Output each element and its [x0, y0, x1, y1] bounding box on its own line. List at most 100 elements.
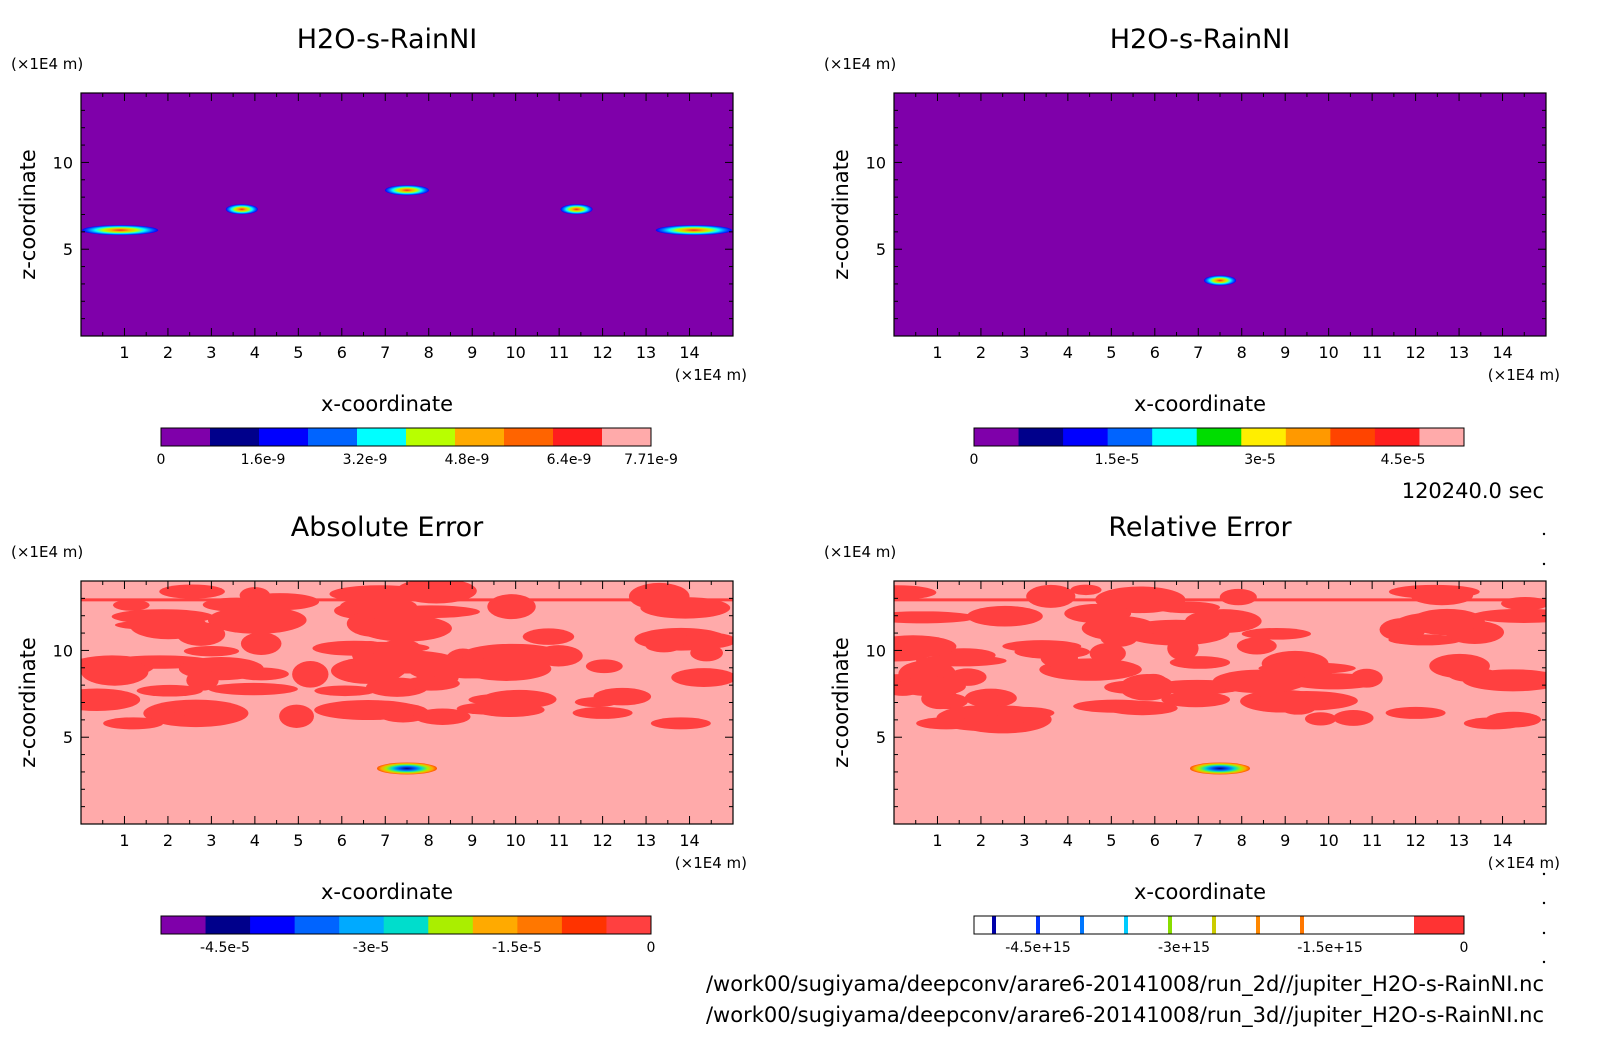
panel-4: Relative Error(×1E4 m)1 2 3 4 5 6 7 8 9 10 11 12 13 1… — [824, 512, 1560, 956]
x-tick-label: 8 — [1237, 343, 1247, 362]
colorbar-frame — [160, 915, 652, 935]
x-tick-label: 4 — [250, 831, 260, 850]
colorbar-segment — [428, 916, 474, 934]
error-patch — [1081, 615, 1157, 641]
x-tick-label: 12 — [1405, 343, 1425, 362]
error-band — [81, 598, 733, 602]
error-patch — [1212, 669, 1308, 694]
error-patch — [1161, 691, 1231, 708]
colorbar-segment — [1212, 916, 1216, 934]
error-patch — [240, 632, 282, 656]
panel-3: Absolute Error(×1E4 m)1 2 3 4 5 6 7 8 9 10 11 12 13 1… — [11, 512, 747, 956]
x-tick-label: 11 — [549, 831, 569, 850]
x-tick-label: 5 — [1106, 343, 1116, 362]
colorbar-label: 0 — [157, 452, 166, 468]
colorbar-segment — [1374, 428, 1420, 446]
x-tick-label: 4 — [1063, 343, 1073, 362]
error-patch — [1471, 608, 1546, 623]
colorbar-label: 0 — [647, 940, 656, 956]
error-patch — [1169, 656, 1231, 669]
colorbar-label: 1.6e-9 — [241, 452, 286, 468]
colorbar: 0 1.5e-5 3e-5 4.5e-5 — [970, 427, 1465, 468]
error-patch — [1462, 669, 1546, 692]
colorbar-segment — [1080, 916, 1084, 934]
colorbar-segment — [1168, 916, 1172, 934]
error-patch — [402, 676, 460, 691]
error-patch — [183, 645, 240, 657]
colorbar-segment — [1300, 916, 1304, 934]
error-patch — [1167, 636, 1199, 661]
error-patch — [894, 585, 937, 600]
x-tick-label: 7 — [380, 831, 390, 850]
x-tick-label: 1 — [119, 343, 129, 362]
colorbar-segment — [992, 916, 996, 934]
error-patch — [679, 632, 733, 649]
x-unit-label: (×1E4 m) — [675, 366, 747, 384]
data-feature — [225, 204, 258, 215]
y-tick-label: 10 — [866, 641, 886, 660]
error-patch — [1040, 648, 1079, 668]
error-patch — [1286, 673, 1381, 690]
field-layer — [894, 584, 1546, 775]
colorbar-segment — [974, 916, 1464, 934]
error-patch — [671, 668, 733, 688]
error-patch — [81, 657, 149, 686]
error-patch — [468, 693, 553, 707]
colorbar-segment — [161, 428, 211, 446]
colorbar-label: 0 — [970, 452, 979, 468]
x-tick-label: 8 — [424, 831, 434, 850]
error-patch — [395, 581, 477, 604]
panel-2: H2O-s-RainNI(×1E4 m)1 2 3 4 5 6 7 8 9 10 11 12 13 145… — [824, 24, 1560, 468]
x-tick-label: 10 — [505, 343, 525, 362]
time-label: 120240.0 sec — [1402, 479, 1544, 503]
error-patch — [572, 706, 633, 719]
colorbar-segment — [357, 428, 407, 446]
x-tick-label: 11 — [1362, 831, 1382, 850]
data-feature — [82, 225, 159, 236]
error-patch — [1333, 710, 1374, 726]
colorbar-segment — [383, 916, 429, 934]
colorbar-segment — [250, 916, 296, 934]
error-patch — [1385, 706, 1446, 719]
error-patch — [522, 628, 575, 645]
error-patch — [1104, 680, 1154, 694]
error-patch — [1429, 653, 1490, 679]
error-patch — [358, 650, 459, 674]
error-patch — [916, 655, 1007, 667]
colorbar-segment — [308, 428, 358, 446]
colorbar-segment — [606, 916, 652, 934]
error-patch — [1463, 717, 1524, 730]
y-axis-label: z-coordinate — [16, 637, 40, 768]
colorbar-label: -4.5e-5 — [200, 940, 250, 956]
error-patch — [1236, 637, 1277, 655]
x-axis-label: x-coordinate — [1134, 880, 1266, 904]
colorbar-segment — [1419, 428, 1465, 446]
x-tick-label: 8 — [424, 343, 434, 362]
y-unit-label: (×1E4 m) — [824, 543, 896, 561]
x-tick-label: 7 — [1193, 343, 1203, 362]
y-unit-label: (×1E4 m) — [11, 543, 83, 561]
error-patch — [279, 704, 314, 728]
x-tick-label: 2 — [976, 343, 986, 362]
panel-title: Absolute Error — [291, 512, 484, 543]
x-tick-label: 14 — [679, 831, 699, 850]
colorbar-label: -1.5e+15 — [1297, 940, 1362, 956]
error-patch — [585, 659, 623, 674]
error-patch — [921, 688, 959, 710]
colorbar-frame — [973, 427, 1465, 447]
error-patch — [327, 641, 430, 654]
y-axis-label: z-coordinate — [829, 149, 853, 280]
error-patch — [994, 706, 1055, 719]
colorbar-segment — [1241, 428, 1287, 446]
colorbar-segment — [1330, 428, 1376, 446]
error-patch — [314, 700, 422, 721]
error-patch — [241, 593, 320, 611]
error-patch — [916, 717, 977, 730]
colorbar-label: 6.4e-9 — [547, 452, 592, 468]
error-patch — [81, 688, 141, 712]
x-tick-label: 11 — [1362, 343, 1382, 362]
y-tick-label: 5 — [876, 728, 886, 747]
x-tick-label: 2 — [976, 831, 986, 850]
x-tick-label: 10 — [505, 831, 525, 850]
